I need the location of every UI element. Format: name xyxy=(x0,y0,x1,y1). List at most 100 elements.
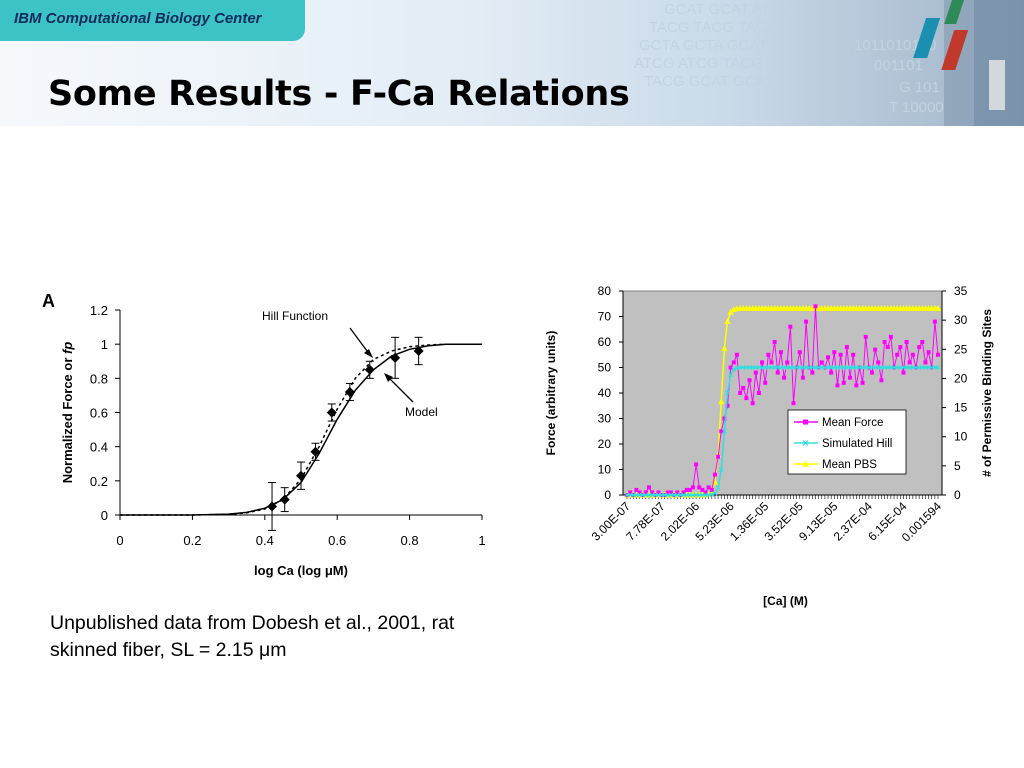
simulated-hill-point xyxy=(712,490,718,496)
simulated-hill-point xyxy=(935,365,941,370)
mean-force-point xyxy=(810,370,815,375)
mean-force-point xyxy=(719,429,724,434)
legend-label: Mean PBS xyxy=(822,459,877,471)
dna-helix-shape xyxy=(913,0,1024,126)
mean-force-point xyxy=(832,350,837,355)
page-title: Some Results - F-Ca Relations xyxy=(48,74,630,114)
mean-force-point xyxy=(851,352,856,357)
mean-force-point xyxy=(709,487,714,492)
x-axis-label: [Ca] (M) xyxy=(763,594,808,608)
mean-force-point xyxy=(760,360,765,365)
mean-force-point xyxy=(668,490,673,495)
mean-force-point xyxy=(860,380,865,385)
y-tick-label: 1.2 xyxy=(90,303,108,318)
mean-force-point xyxy=(772,340,777,344)
caption-line: skinned fiber, SL = 2.15 μm xyxy=(50,639,287,661)
simulated-hill-point xyxy=(718,467,724,473)
mean-force-point xyxy=(628,490,633,495)
y-tick-label-left: 40 xyxy=(598,386,612,400)
mean-force-point xyxy=(844,345,849,350)
mean-force-point xyxy=(873,347,878,352)
annotation-arrow xyxy=(349,327,371,356)
brand-tab: IBM Computational Biology Center xyxy=(0,0,305,41)
mean-pbs-point xyxy=(934,304,942,311)
art-text: TACG GCAT GCAT xyxy=(644,73,774,90)
y-axis-label-left: Force (arbitrary units) xyxy=(544,331,558,456)
mean-force-point xyxy=(750,401,755,406)
mean-force-point xyxy=(835,383,840,388)
mean-force-point xyxy=(782,375,787,380)
y-tick-label: 1 xyxy=(101,337,108,352)
art-text: ATCG ATCG TACG xyxy=(634,55,763,72)
y-tick-label-left: 50 xyxy=(598,361,612,375)
mean-force-point xyxy=(936,352,940,357)
arrowhead xyxy=(384,373,393,382)
y-tick-label: 0.4 xyxy=(90,440,108,455)
mean-force-point xyxy=(920,340,925,344)
mean-force-point xyxy=(819,360,824,365)
mean-force-point xyxy=(829,370,834,375)
mean-force-point xyxy=(728,365,733,370)
mean-force-point xyxy=(747,378,752,383)
y-axis-label-right: # of Permissive Binding Sites xyxy=(980,309,994,477)
mean-force-point xyxy=(898,345,903,350)
data-point xyxy=(326,407,337,418)
mean-force-point xyxy=(753,370,758,375)
data-point xyxy=(296,470,306,481)
mean-force-point xyxy=(722,416,727,421)
mean-force-point xyxy=(932,319,937,324)
mean-force-point xyxy=(766,352,771,357)
data-point xyxy=(364,364,375,375)
legend: Mean Force Simulated Hill Mean PBS xyxy=(787,409,907,475)
mean-pbs-point xyxy=(721,344,728,351)
y-tick-label: 0.2 xyxy=(90,474,108,489)
data-point xyxy=(267,501,278,512)
simulated-hill-line xyxy=(627,366,938,496)
mean-force-point xyxy=(712,472,717,477)
y-axis-label: Normalized Force or fp xyxy=(60,342,75,484)
mean-force-point xyxy=(763,380,768,385)
mean-force-point xyxy=(734,352,739,357)
header-banner: GCAT GCAT ATCG TACG TACG TACG GCTA GCTA … xyxy=(0,0,1024,126)
y-tick-label-right: 20 xyxy=(954,371,968,385)
y-tick-label-right: 30 xyxy=(954,313,968,327)
data-point xyxy=(413,346,424,356)
panel-label: A xyxy=(42,291,55,311)
x-tick-label: 0.2 xyxy=(183,533,201,548)
mean-force-point xyxy=(744,396,749,401)
mean-force-point xyxy=(870,370,875,375)
x-tick-label: 0.6 xyxy=(328,533,346,548)
mean-force-point xyxy=(863,334,868,339)
simulated-hill-point xyxy=(731,367,737,372)
mean-force-point xyxy=(904,340,909,344)
mean-force-point xyxy=(785,360,790,365)
simulated-hill-point xyxy=(728,372,734,378)
mean-force-point xyxy=(650,490,655,495)
y-tick-label-right: 0 xyxy=(954,488,961,502)
x-tick-label: 0.4 xyxy=(256,533,274,548)
mean-force-point xyxy=(646,485,651,490)
annotation-arrow xyxy=(386,375,414,403)
y-tick-label-right: 10 xyxy=(954,430,968,444)
y-tick-label-left: 30 xyxy=(598,412,612,426)
mean-force-point xyxy=(778,350,783,355)
mean-force-point xyxy=(725,403,730,408)
y-tick-label-left: 80 xyxy=(598,284,612,298)
mean-force-point xyxy=(738,391,743,395)
mean-pbs-point xyxy=(718,398,725,405)
mean-force-point xyxy=(804,319,809,324)
y-tick-label-left: 10 xyxy=(598,463,612,477)
y-tick-label: 0 xyxy=(101,508,108,523)
data-point xyxy=(390,352,401,363)
arrowhead xyxy=(364,349,373,358)
mean-force-point xyxy=(882,340,887,344)
y-tick-label-left: 20 xyxy=(598,437,612,451)
mean-pbs-point xyxy=(724,317,731,324)
simulated-hill-point xyxy=(709,492,715,497)
legend-label: Mean Force xyxy=(822,417,883,429)
mean-force-point xyxy=(703,490,708,495)
mean-force-point xyxy=(665,490,670,495)
art-text: TACG TACG TACG xyxy=(649,19,778,36)
mean-force-point xyxy=(813,304,818,309)
mean-force-point xyxy=(675,490,680,495)
